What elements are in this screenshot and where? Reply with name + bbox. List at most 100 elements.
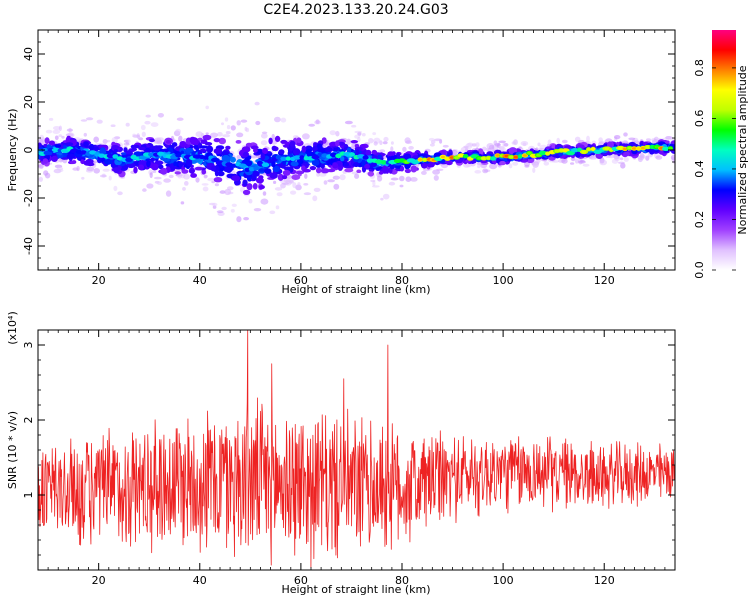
heatmap-cell: [248, 198, 253, 204]
heatmap-cell: [344, 120, 353, 125]
heatmap-cell: [44, 137, 50, 145]
heatmap-cell: [502, 142, 507, 147]
heatmap-cell: [293, 148, 301, 156]
heatmap-cell: [264, 168, 272, 175]
y-tick-label: 0: [22, 147, 35, 154]
heatmap-cell: [275, 205, 280, 210]
heatmap-cell: [623, 132, 628, 137]
heatmap-cell: [80, 119, 88, 122]
heatmap-cell: [377, 154, 382, 159]
heatmap-cell: [465, 143, 473, 150]
heatmap-cell: [582, 163, 590, 167]
heatmap-cell: [375, 167, 381, 172]
heatmap-cell: [126, 139, 131, 143]
heatmap-cell: [303, 183, 309, 186]
heatmap-cell: [586, 135, 590, 142]
colorbar-tick-label: 0.6: [693, 110, 706, 128]
heatmap-ridge-cell: [662, 146, 670, 151]
heatmap-cell: [655, 155, 663, 160]
heatmap-cell: [498, 140, 507, 144]
heatmap-peak-cell: [527, 151, 532, 155]
x-tick-label: 80: [395, 274, 409, 287]
bottom-y-axis-label: SNR (10 * v/v): [6, 411, 19, 489]
heatmap-cell: [58, 125, 63, 132]
heatmap-cell: [290, 190, 297, 195]
heatmap-cell: [255, 120, 261, 126]
heatmap-cell: [205, 132, 209, 135]
heatmap-cell: [367, 171, 375, 177]
heatmap-cell: [250, 145, 259, 150]
heatmap-cell: [421, 170, 427, 175]
heatmap-cell: [304, 173, 308, 179]
heatmap-cell: [98, 144, 108, 149]
heatmap-cell: [148, 146, 155, 150]
y-tick-label: 40: [22, 47, 35, 61]
heatmap-cell: [404, 168, 411, 174]
heatmap-ridge-cell: [299, 155, 305, 160]
heatmap-ridge-cell: [348, 152, 355, 157]
heatmap-cell: [260, 140, 268, 146]
heatmap-cell: [125, 122, 130, 127]
heatmap-cell: [165, 140, 171, 144]
heatmap-cell: [599, 159, 607, 166]
heatmap-cell: [289, 140, 296, 147]
heatmap-peak-cell: [604, 147, 609, 150]
heatmap-cell: [308, 123, 316, 127]
heatmap-cell: [262, 147, 268, 155]
heatmap-cell: [76, 165, 80, 172]
heatmap-cell: [382, 193, 390, 200]
heatmap-cell: [126, 162, 136, 169]
colorbar-label: Normalized spectral amplitude: [736, 65, 749, 234]
heatmap-cell: [240, 119, 248, 123]
heatmap-cell: [188, 167, 195, 174]
bottom-x-axis-label: Height of straight line (km): [281, 583, 430, 596]
heatmap-cell: [315, 119, 320, 124]
heatmap-cell: [216, 210, 224, 214]
heatmap-cell: [106, 139, 111, 143]
heatmap-cell: [260, 133, 268, 139]
heatmap-ridge-cell: [490, 156, 496, 161]
heatmap-ridge-cell: [335, 153, 342, 159]
heatmap-cell: [252, 183, 258, 190]
top-y-axis-label: Frequency (Hz): [6, 109, 19, 192]
heatmap-cell: [150, 122, 159, 127]
spectrogram-heatmap: [38, 101, 675, 223]
heatmap-cell: [227, 186, 234, 191]
heatmap-peak-cell: [481, 157, 487, 160]
y-tick-label: 2: [22, 417, 35, 424]
colorbar-tick-label: 0.0: [693, 261, 706, 279]
heatmap-cell: [221, 122, 224, 126]
heatmap-cell: [224, 117, 229, 122]
heatmap-cell: [290, 161, 299, 167]
heatmap-cell: [524, 164, 530, 168]
heatmap-cell: [214, 183, 219, 187]
heatmap-cell: [51, 155, 58, 162]
heatmap-cell: [421, 163, 428, 169]
heatmap-cell: [382, 141, 388, 145]
y-tick-label: 20: [22, 95, 35, 109]
heatmap-cell: [145, 114, 151, 118]
heatmap-cell: [102, 168, 110, 172]
heatmap-cell: [354, 146, 363, 151]
heatmap-cell: [460, 146, 469, 153]
heatmap-cell: [556, 137, 560, 144]
heatmap-cell: [206, 145, 214, 153]
heatmap-cell: [445, 160, 453, 166]
heatmap-cell: [665, 140, 670, 144]
heatmap-cell: [354, 143, 360, 148]
heatmap-cell: [141, 131, 146, 137]
heatmap-cell: [117, 191, 123, 196]
heatmap-cell: [316, 172, 320, 177]
figure-title: C2E4.2023.133.20.24.G03: [263, 2, 448, 18]
heatmap-cell: [163, 178, 171, 183]
heatmap-ridge-cell: [285, 156, 291, 161]
heatmap-cell: [156, 181, 162, 186]
heatmap-cell: [482, 168, 489, 174]
heatmap-peak-cell: [645, 145, 650, 149]
heatmap-cell: [383, 136, 389, 142]
heatmap-ridge-cell: [43, 150, 51, 156]
heatmap-cell: [619, 157, 624, 161]
heatmap-peak-cell: [477, 156, 482, 160]
heatmap-cell: [315, 167, 322, 174]
x-tick-label: 20: [92, 574, 106, 587]
